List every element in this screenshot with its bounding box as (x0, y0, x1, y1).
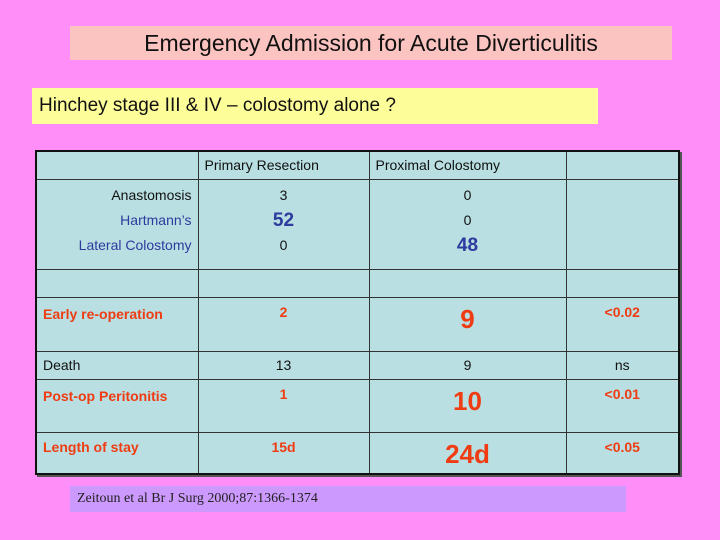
empty-cell (565, 178, 680, 270)
header-cell-empty (35, 150, 199, 180)
value: 3 (279, 186, 288, 203)
empty-cell (368, 268, 567, 298)
p-value: <0.05 (565, 431, 680, 475)
proximal-value: 9 (368, 350, 567, 380)
header-cell-pvalue (565, 150, 680, 180)
label-anastomosis: Anastomosis (111, 186, 192, 203)
table-row: Death 13 9 ns (35, 350, 680, 380)
value-highlight: 48 (456, 234, 479, 256)
reference-citation: Zeitoun et al Br J Surg 2000;87:1366-137… (70, 486, 626, 512)
slide-title: Emergency Admission for Acute Diverticul… (70, 26, 672, 60)
row-label: Length of stay (35, 431, 199, 475)
table-row: Post-op Peritonitis 1 10 <0.01 (35, 378, 680, 433)
empty-cell (197, 268, 370, 298)
proximal-value: 9 (368, 296, 567, 352)
results-table: Primary Resection Proximal Colostomy Ana… (35, 150, 680, 475)
label-hartmanns: Hartmann’s (120, 211, 192, 228)
slide-subtitle: Hinchey stage III & IV – colostomy alone… (32, 88, 598, 124)
primary-value: 1 (197, 378, 370, 433)
p-value: <0.01 (565, 378, 680, 433)
value: 0 (463, 186, 472, 203)
primary-value: 15d (197, 431, 370, 475)
primary-value: 2 (197, 296, 370, 352)
header-row: Primary Resection Proximal Colostomy (35, 150, 680, 180)
empty-cell (565, 268, 680, 298)
row-label: Death (35, 350, 199, 380)
p-value: ns (565, 350, 680, 380)
row-label: Early re-operation (35, 296, 199, 352)
value-highlight: 52 (272, 209, 295, 231)
empty-cell (35, 268, 199, 298)
table-row: Length of stay 15d 24d <0.05 (35, 431, 680, 475)
primary-value: 13 (197, 350, 370, 380)
proximal-value: 10 (368, 378, 567, 433)
table-row: Early re-operation 2 9 <0.02 (35, 296, 680, 352)
row-label: Post-op Peritonitis (35, 378, 199, 433)
proximal-procedure-values: 0 0 48 (368, 178, 567, 270)
procedure-row: Anastomosis Hartmann’s Lateral Colostomy… (35, 178, 680, 270)
value: 0 (463, 211, 472, 228)
header-primary-resection: Primary Resection (197, 150, 370, 180)
spacer-row (35, 268, 680, 298)
p-value: <0.02 (565, 296, 680, 352)
value: 0 (279, 236, 288, 253)
label-lateral-colostomy: Lateral Colostomy (78, 236, 192, 253)
header-proximal-colostomy: Proximal Colostomy (368, 150, 567, 180)
primary-procedure-values: 3 52 0 (197, 178, 370, 270)
proximal-value: 24d (368, 431, 567, 475)
procedure-labels: Anastomosis Hartmann’s Lateral Colostomy (35, 178, 199, 270)
